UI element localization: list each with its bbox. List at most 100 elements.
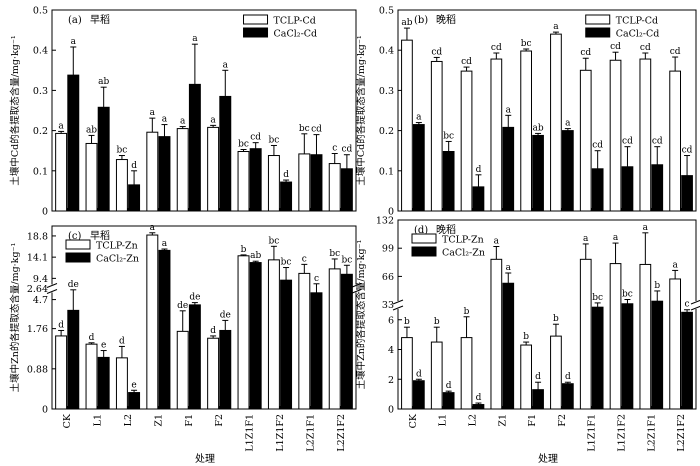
bar-series2-l1 xyxy=(442,392,455,410)
y-tick-label: 2.64 xyxy=(27,284,48,295)
significance-label: c xyxy=(302,254,307,264)
y-tick-label: 6 xyxy=(388,315,394,326)
bar-series2-ck xyxy=(67,74,80,212)
significance-label: a xyxy=(643,223,649,233)
bar-series1-f1 xyxy=(520,50,533,212)
x-tick-label: F1 xyxy=(527,414,538,427)
legend-label: TCLP-Zn xyxy=(442,235,484,246)
bar-series2-l1z1f2 xyxy=(280,181,293,212)
x-tick-label: L2Z1F2 xyxy=(336,414,347,452)
bar-series2-l2z1f1 xyxy=(651,164,664,212)
significance-label: b xyxy=(654,281,660,291)
significance-label: cd xyxy=(250,133,261,143)
panel-c: 0 0.88 1.76 2.644.7 9.4 14.1 18.8 土壤中Zn的各提取态含量/… xyxy=(9,223,362,452)
bar-series1-f1 xyxy=(520,344,533,410)
bar-series1-f2 xyxy=(550,335,562,410)
plot-frame xyxy=(51,9,357,212)
bar-series1-z1 xyxy=(146,234,159,410)
panel-d: 0 2 4 6 33 66 99 132 土壤中Zn的各提取态含量/mg·kg⁻¹ (d) 晚稻 b d… xyxy=(355,216,700,452)
bar-series2-l2z1f1 xyxy=(651,300,664,410)
significance-label: cd xyxy=(592,141,603,151)
bar-series2-l2z1f2 xyxy=(340,273,353,410)
significance-label: d xyxy=(535,372,541,382)
significance-label: a xyxy=(583,234,589,244)
x-tick-label: L1 xyxy=(93,414,104,426)
panel-title: 晚稻 xyxy=(436,224,456,236)
bar-series2-l1z1f2 xyxy=(280,279,293,410)
y-tick-label: 0.5 xyxy=(33,6,48,17)
significance-label: cd xyxy=(670,47,681,57)
significance-label: ab xyxy=(401,18,412,28)
bar-series1-l2z1f1 xyxy=(298,153,311,212)
bar-series2-l1z1f2 xyxy=(621,166,634,212)
significance-label: bc xyxy=(622,289,633,299)
legend-label: TCLP-Cd xyxy=(616,16,658,27)
significance-label: ab xyxy=(98,77,109,87)
y-tick-label: 0 xyxy=(388,207,394,218)
bar-series2-f2 xyxy=(219,95,232,212)
x-axis-title-right: 处理 xyxy=(538,453,558,465)
bar-series2-l2 xyxy=(472,186,485,212)
y-tick-label: 0.3 xyxy=(379,86,394,97)
bar-series1-l1 xyxy=(430,341,443,410)
significance-label: bc xyxy=(269,236,280,246)
bar-series2-ck xyxy=(412,380,425,410)
bar-series1-z1 xyxy=(146,131,159,212)
significance-label: de xyxy=(177,301,188,311)
bar-series2-f1 xyxy=(532,134,544,212)
significance-label: a xyxy=(71,37,77,47)
bar-series1-ck xyxy=(401,39,413,212)
significance-label: a xyxy=(192,34,198,44)
y-tick-label: 0 xyxy=(42,405,48,416)
legend-swatch xyxy=(243,27,269,38)
significance-label: a xyxy=(416,113,422,123)
x-tick-label: L1Z1F1 xyxy=(245,414,256,452)
bar-series1-l1 xyxy=(430,60,443,212)
x-tick-label: F2 xyxy=(214,414,225,427)
significance-label: bc xyxy=(117,146,128,156)
y-tick-label: 4.7 xyxy=(33,295,48,306)
significance-label: bc xyxy=(269,135,280,145)
legend-swatch xyxy=(585,14,611,25)
y-tick-label: 0.1 xyxy=(33,166,48,177)
significance-label: d xyxy=(210,326,216,336)
significance-label: a xyxy=(553,22,559,32)
bar-series1-l2z1f2 xyxy=(669,278,682,410)
significance-label: b xyxy=(553,314,559,324)
significance-label: b xyxy=(404,317,410,327)
x-tick-label: L2Z1F1 xyxy=(305,414,316,452)
x-tick-label: CK xyxy=(62,413,73,428)
significance-label: cd xyxy=(580,48,591,58)
panel-letter: (d) xyxy=(414,225,428,236)
bar-series1-l1 xyxy=(85,142,98,212)
y-axis-title: 土壤中Zn的各提取态含量/mg·kg⁻¹ xyxy=(9,242,21,392)
legend-swatch xyxy=(65,239,91,250)
bar-series2-f1 xyxy=(188,83,201,212)
significance-label: a xyxy=(162,239,168,249)
bar-series1-ck xyxy=(55,132,68,212)
axis-break-gap xyxy=(692,301,700,309)
significance-label: c xyxy=(332,144,337,154)
significance-label: a xyxy=(672,260,678,270)
y-tick-label: 0.1 xyxy=(379,166,394,177)
panel-title: 早稻 xyxy=(90,14,110,26)
significance-label: cd xyxy=(622,137,633,147)
significance-label: cd xyxy=(682,146,693,156)
significance-label: a xyxy=(162,115,168,125)
y-axis-title: 土壤中Zn的各提取态含量/mg·kg⁻¹ xyxy=(355,239,367,389)
y-tick-label: 0 xyxy=(388,405,394,416)
x-tick-label: Z1 xyxy=(153,414,164,427)
bar-series1-l2z1f2 xyxy=(669,70,682,212)
bar-series2-l2z1f1 xyxy=(310,292,323,410)
bar-series1-l2 xyxy=(460,70,473,212)
significance-label: d xyxy=(131,161,137,171)
bar-series1-l2z1f2 xyxy=(328,163,341,212)
significance-label: cd xyxy=(341,145,352,155)
significance-label: d xyxy=(476,165,482,175)
significance-label: d xyxy=(565,372,571,382)
significance-label: bc xyxy=(299,124,310,134)
bar-series2-l1z1f2 xyxy=(621,303,634,410)
bar-series2-ck xyxy=(67,309,80,410)
significance-label: e xyxy=(101,341,106,351)
bar-series2-l1z1f1 xyxy=(591,168,604,212)
